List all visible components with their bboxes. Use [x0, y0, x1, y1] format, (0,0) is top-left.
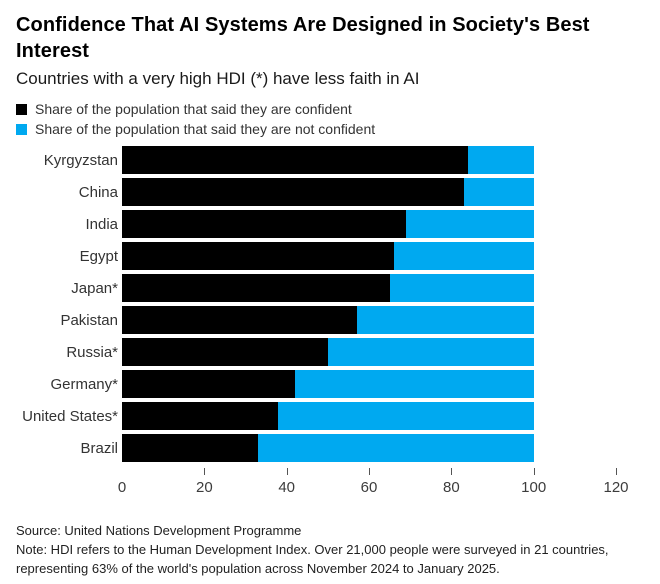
- axis-tick: [286, 468, 288, 475]
- legend-item: Share of the population that said they a…: [16, 119, 644, 139]
- bar-segment-confident: [122, 434, 258, 462]
- bar-segment-confident: [122, 210, 407, 238]
- bar-row: India: [16, 210, 644, 238]
- legend-swatch-not-confident: [16, 123, 27, 135]
- axis-tick: [204, 468, 206, 475]
- axis-tick-label: 80: [442, 479, 460, 496]
- bar-row: Egypt: [16, 242, 644, 270]
- bar-segment-confident: [122, 178, 464, 206]
- bar-row: Pakistan: [16, 306, 644, 334]
- footer: Source: United Nations Development Progr…: [16, 521, 644, 578]
- note-line-2: representing 63% of the world's populati…: [16, 561, 500, 576]
- legend-swatch-confident: [16, 103, 27, 115]
- bar-segment-confident: [122, 146, 468, 174]
- bar-row: Germany*: [16, 370, 644, 398]
- bar-segment-confident: [122, 370, 295, 398]
- bar-segment-not-confident: [463, 178, 534, 206]
- legend: Share of the population that said they a…: [16, 99, 644, 139]
- bar-track: [122, 146, 616, 174]
- bar-segment-confident: [122, 306, 357, 334]
- bar-row: Brazil: [16, 434, 644, 462]
- bar-row: Japan*: [16, 274, 644, 302]
- legend-item: Share of the population that said they a…: [16, 99, 644, 119]
- axis-tick-label: 60: [360, 479, 378, 496]
- category-label: Japan*: [71, 279, 118, 297]
- axis-tick-label: 0: [117, 479, 127, 496]
- bar-track: [122, 274, 616, 302]
- bar-segment-not-confident: [278, 402, 534, 430]
- bar-track: [122, 402, 616, 430]
- axis-tick-label: 120: [603, 479, 629, 496]
- note-line-1: Note: HDI refers to the Human Developmen…: [16, 542, 609, 557]
- bar-segment-not-confident: [327, 338, 534, 366]
- category-label: China: [78, 183, 118, 201]
- axis-tick-label: 20: [195, 479, 213, 496]
- bar-segment-confident: [122, 274, 390, 302]
- axis-tick: [369, 468, 370, 475]
- bar-row: China: [16, 178, 644, 206]
- bar-segment-not-confident: [294, 370, 534, 398]
- category-label: United States*: [22, 407, 118, 425]
- bar-segment-confident: [122, 402, 279, 430]
- axis-tick: [451, 468, 453, 475]
- legend-label: Share of the population that said they a…: [35, 101, 352, 117]
- axis-tick: [616, 468, 617, 475]
- axis-tick-label: 100: [521, 479, 547, 496]
- bar-track: [122, 242, 616, 270]
- bar-track: [122, 370, 616, 398]
- source-line: Source: United Nations Development Progr…: [16, 523, 302, 538]
- bar-chart: Kyrgyzstan China India Egypt Japan* Pakistan R…: [16, 146, 644, 500]
- bar-track: [122, 338, 616, 366]
- bar-segment-confident: [122, 242, 394, 270]
- legend-label: Share of the population that said they a…: [35, 121, 376, 137]
- chart-title: Confidence That AI Systems Are Designed …: [16, 14, 590, 62]
- category-label: Kyrgyzstan: [43, 151, 118, 169]
- x-axis: 0 20 40 60 80 100 120: [118, 466, 629, 500]
- bar-segment-not-confident: [467, 146, 534, 174]
- category-label: Brazil: [80, 439, 118, 457]
- bar-row: Russia*: [16, 338, 644, 366]
- bar-segment-not-confident: [356, 306, 534, 334]
- bar-rows: Kyrgyzstan China India Egypt Japan* Pakistan R…: [16, 146, 644, 462]
- category-label: Russia*: [66, 343, 118, 361]
- bar-segment-not-confident: [257, 434, 534, 462]
- bar-track: [122, 178, 616, 206]
- axis-tick: [533, 468, 535, 475]
- bar-row: Kyrgyzstan: [16, 146, 644, 174]
- bar-segment-confident: [122, 338, 328, 366]
- bar-track: [122, 434, 616, 462]
- category-label: Germany*: [50, 375, 118, 393]
- chart-subtitle: Countries with a very high HDI (*) have …: [16, 69, 420, 88]
- category-label: Egypt: [79, 247, 118, 265]
- bar-track: [122, 306, 616, 334]
- bar-segment-not-confident: [389, 274, 534, 302]
- bar-segment-not-confident: [393, 242, 534, 270]
- bar-segment-not-confident: [406, 210, 534, 238]
- axis-tick-label: 40: [278, 479, 295, 496]
- category-label: Pakistan: [60, 311, 118, 329]
- category-label: India: [85, 215, 118, 233]
- bar-track: [122, 210, 616, 238]
- bar-row: United States*: [16, 402, 644, 430]
